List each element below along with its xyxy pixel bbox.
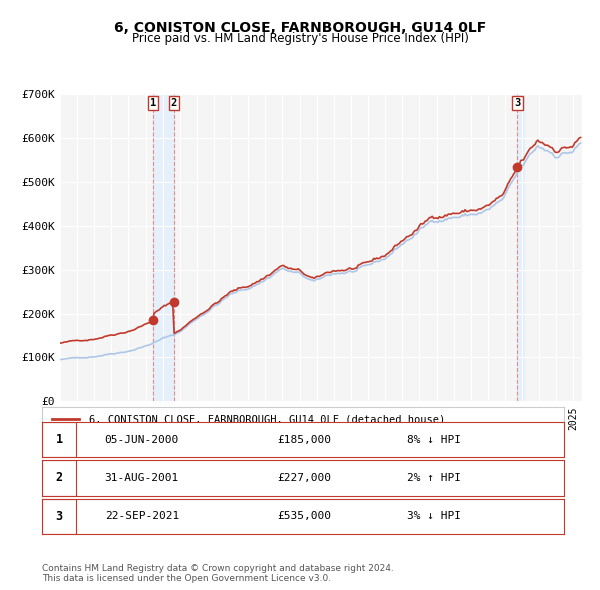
- Text: HPI: Average price, detached house, Rushmoor: HPI: Average price, detached house, Rush…: [89, 435, 364, 445]
- Text: 2% ↑ HPI: 2% ↑ HPI: [407, 473, 461, 483]
- Text: 6, CONISTON CLOSE, FARNBOROUGH, GU14 0LF: 6, CONISTON CLOSE, FARNBOROUGH, GU14 0LF: [114, 21, 486, 35]
- Text: 1: 1: [56, 433, 63, 446]
- Text: 6, CONISTON CLOSE, FARNBOROUGH, GU14 0LF (detached house): 6, CONISTON CLOSE, FARNBOROUGH, GU14 0LF…: [89, 415, 445, 424]
- Text: 8% ↓ HPI: 8% ↓ HPI: [407, 435, 461, 444]
- Text: 3: 3: [514, 98, 521, 108]
- Text: Contains HM Land Registry data © Crown copyright and database right 2024.
This d: Contains HM Land Registry data © Crown c…: [42, 563, 394, 583]
- Text: £185,000: £185,000: [277, 435, 331, 444]
- Text: Price paid vs. HM Land Registry's House Price Index (HPI): Price paid vs. HM Land Registry's House …: [131, 32, 469, 45]
- FancyBboxPatch shape: [42, 499, 76, 534]
- Text: 05-JUN-2000: 05-JUN-2000: [104, 435, 179, 444]
- Text: 1: 1: [150, 98, 156, 108]
- Text: £227,000: £227,000: [277, 473, 331, 483]
- FancyBboxPatch shape: [42, 460, 76, 496]
- FancyBboxPatch shape: [42, 422, 76, 457]
- Text: 2: 2: [56, 471, 63, 484]
- Text: £535,000: £535,000: [277, 512, 331, 521]
- Text: 3% ↓ HPI: 3% ↓ HPI: [407, 512, 461, 521]
- Text: 2: 2: [171, 98, 177, 108]
- Bar: [517, 94, 524, 401]
- Text: 31-AUG-2001: 31-AUG-2001: [104, 473, 179, 483]
- Text: 3: 3: [56, 510, 63, 523]
- Text: 22-SEP-2021: 22-SEP-2021: [104, 512, 179, 521]
- Bar: [153, 94, 174, 401]
